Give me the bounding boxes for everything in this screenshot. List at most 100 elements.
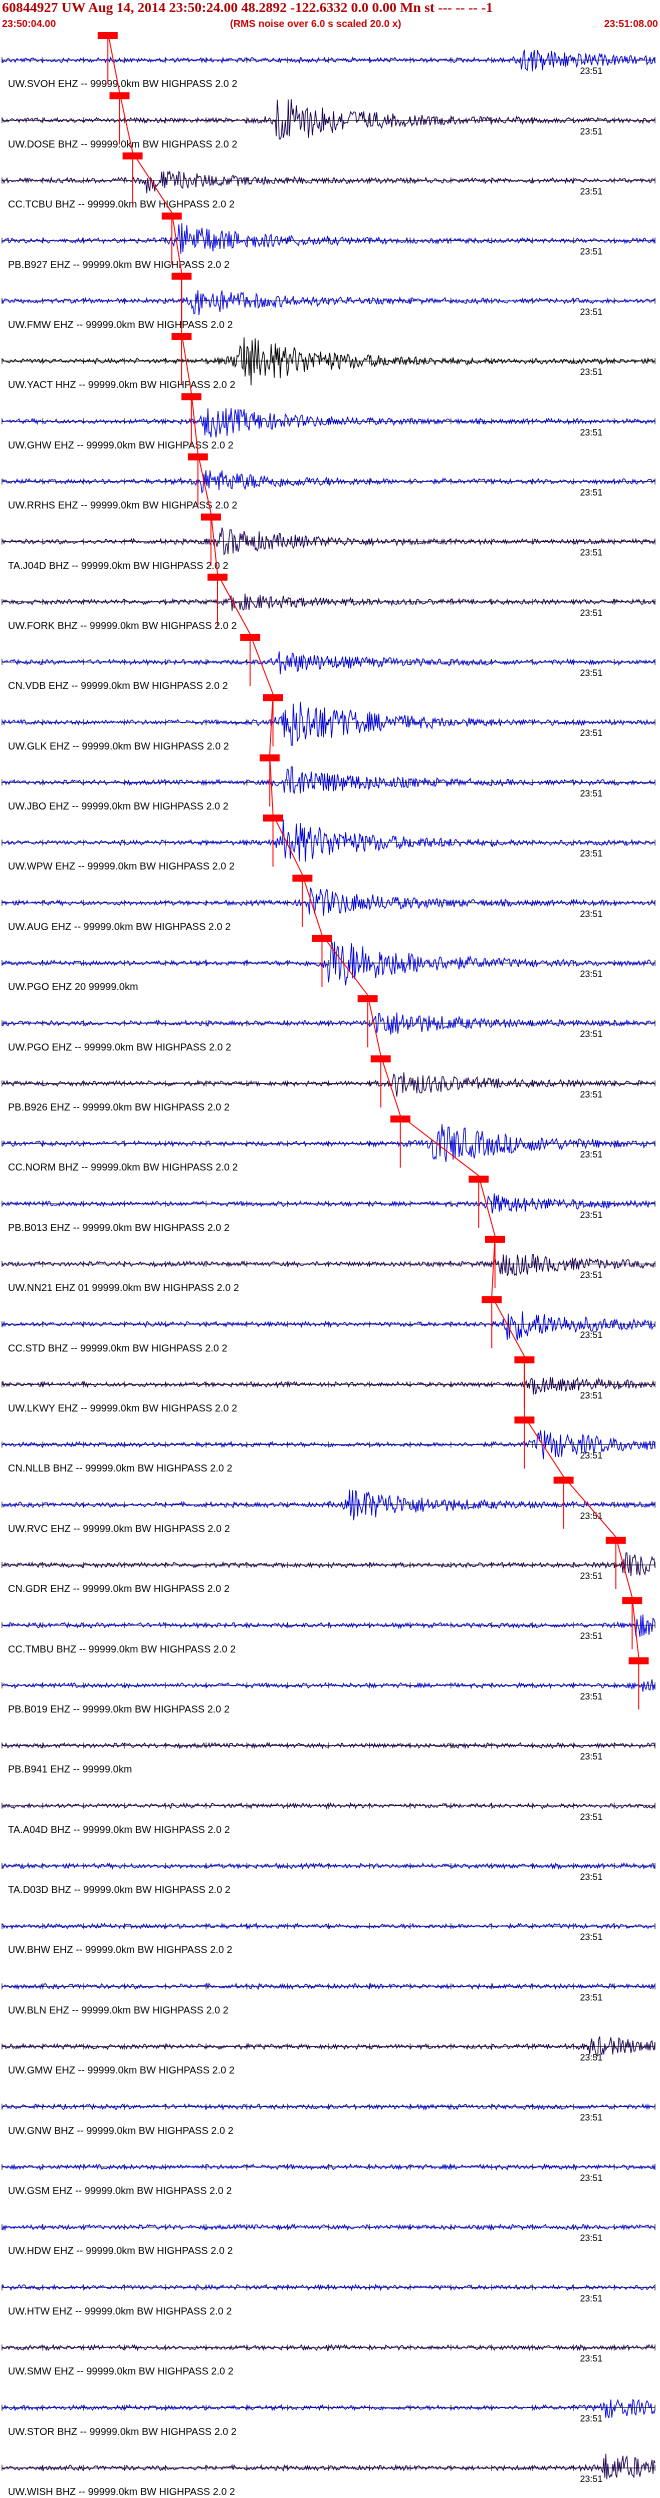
time-mark: 23:51 <box>580 2354 603 2364</box>
time-mark: 23:51 <box>580 608 603 618</box>
moveout-curve <box>107 31 640 1658</box>
waveform-trace <box>1 2283 656 2292</box>
time-mark: 23:51 <box>580 1270 603 1280</box>
station-label: TA.D03D BHZ -- 99999.0km BW HIGHPASS 2.0… <box>8 1885 231 1896</box>
waveform-trace <box>1 819 656 862</box>
time-mark: 23:51 <box>580 849 603 859</box>
waveform-trace <box>1 701 656 747</box>
waveform-trace <box>1 470 656 494</box>
waveform-trace <box>1 2036 656 2057</box>
time-mark: 23:51 <box>580 1752 603 1762</box>
waveform-trace <box>1 408 656 438</box>
time-mark: 23:51 <box>580 1691 603 1701</box>
time-mark: 23:51 <box>580 186 603 196</box>
waveform-trace <box>1 223 656 254</box>
station-label: UW.STOR BHZ -- 99999.0km BW HIGHPASS 2.0… <box>8 2427 237 2438</box>
time-mark: 23:51 <box>580 2113 603 2123</box>
station-label: UW.GLK EHZ -- 99999.0km BW HIGHPASS 2.0 … <box>8 741 229 752</box>
waveform-trace <box>1 1614 656 1637</box>
station-label: UW.GNW BHZ -- 99999.0km BW HIGHPASS 2.0 … <box>8 2126 234 2137</box>
time-mark: 23:51 <box>580 788 603 798</box>
time-mark: 23:51 <box>580 427 603 437</box>
rms-note: (RMS noise over 6.0 s scaled 20.0 x) <box>230 19 402 30</box>
time-mark: 23:51 <box>580 2474 603 2484</box>
waveform-trace <box>1 1862 656 1871</box>
station-label: CC.TCBU BHZ -- 99999.0km BW HIGHPASS 2.0… <box>8 200 235 211</box>
time-mark: 23:51 <box>580 247 603 257</box>
waveform-trace <box>1 337 656 386</box>
station-label: PB.B013 EHZ -- 99999.0km BW HIGHPASS 2.0… <box>8 1223 230 1234</box>
station-label: UW.GSM EHZ -- 99999.0km BW HIGHPASS 2.0 … <box>8 2186 232 2197</box>
waveform-trace <box>1 593 656 611</box>
station-label: UW.AUG EHZ -- 99999.0km BW HIGHPASS 2.0 … <box>8 922 231 933</box>
station-label: UW.RVC EHZ -- 99999.0km BW HIGHPASS 2.0 … <box>8 1524 230 1535</box>
time-mark: 23:51 <box>580 487 603 497</box>
time-mark: 23:51 <box>580 2414 603 2424</box>
time-mark: 23:51 <box>580 126 603 136</box>
station-label: CC.NORM BHZ -- 99999.0km BW HIGHPASS 2.0… <box>8 1163 238 1174</box>
time-mark: 23:51 <box>580 1872 603 1882</box>
station-label: TA.A04D BHZ -- 99999.0km BW HIGHPASS 2.0… <box>8 1825 230 1836</box>
station-label: UW.SVOH EHZ -- 99999.0km BW HIGHPASS 2.0… <box>8 79 238 90</box>
station-label: CN.GDR EHZ -- 99999.0km BW HIGHPASS 2.0 … <box>8 1584 230 1595</box>
station-label: UW.NN21 EHZ 01 99999.0km BW HIGHPASS 2.0… <box>8 1283 239 1294</box>
station-label: CN.NLLB BHZ -- 99999.0km BW HIGHPASS 2.0… <box>8 1464 233 1475</box>
end-time: 23:51:08.00 <box>604 19 658 30</box>
waveform-trace <box>1 1552 656 1577</box>
station-label: TA.J04D BHZ -- 99999.0km BW HIGHPASS 2.0… <box>8 561 229 572</box>
time-mark: 23:51 <box>580 1210 603 1220</box>
time-mark: 23:51 <box>580 2293 603 2303</box>
record-header: 60844927 UW Aug 14, 2014 23:50:24.00 48.… <box>0 0 660 30</box>
station-label: UW.RRHS EHZ -- 99999.0km BW HIGHPASS 2.0… <box>8 501 238 512</box>
time-mark: 23:51 <box>580 1390 603 1400</box>
waveform-trace <box>1 1489 656 1521</box>
seismogram-plot: UW.SVOH EHZ -- 99999.0km BW HIGHPASS 2.0… <box>1 31 656 2498</box>
waveform-trace <box>1 290 656 316</box>
waveform-trace <box>1 527 656 556</box>
waveform-trace <box>1 1072 656 1097</box>
waveform-trace <box>1 170 656 194</box>
time-mark: 23:51 <box>580 66 603 76</box>
time-mark: 23:51 <box>580 1992 603 2002</box>
station-label: UW.LKWY EHZ -- 99999.0km BW HIGHPASS 2.0… <box>8 1403 238 1414</box>
waveform-trace <box>1 1982 656 1991</box>
waveform-trace <box>1 1801 656 1810</box>
waveform-trace <box>1 1922 656 1930</box>
station-label: UW.DOSE BHZ -- 99999.0km BW HIGHPASS 2.0… <box>8 139 238 150</box>
time-mark: 23:51 <box>580 1089 603 1099</box>
waveform-trace <box>1 1124 656 1162</box>
station-label: PB.B927 EHZ -- 99999.0km BW HIGHPASS 2.0… <box>8 260 230 271</box>
time-mark: 23:51 <box>580 1812 603 1822</box>
station-label: UW.GHW EHZ -- 99999.0km BW HIGHPASS 2.0 … <box>8 440 234 451</box>
waveform-trace <box>1 1311 656 1341</box>
time-mark: 23:51 <box>580 1029 603 1039</box>
time-mark: 23:51 <box>580 548 603 558</box>
station-label: CN.VDB EHZ -- 99999.0km BW HIGHPASS 2.0 … <box>8 681 228 692</box>
time-mark: 23:51 <box>580 1511 603 1521</box>
station-label: UW.FMW EHZ -- 99999.0km BW HIGHPASS 2.0 … <box>8 320 233 331</box>
time-mark: 23:51 <box>580 909 603 919</box>
station-label: PB.B941 EHZ -- 99999.0km <box>8 1765 132 1776</box>
waveform-trace <box>1 1253 656 1277</box>
waveform-trace <box>1 651 656 675</box>
station-label: PB.B926 EHZ -- 99999.0km BW HIGHPASS 2.0… <box>8 1103 230 1114</box>
start-time: 23:50:04.00 <box>2 19 56 30</box>
time-mark: 23:51 <box>580 1150 603 1160</box>
waveform-trace <box>1 1376 656 1395</box>
waveform-trace <box>1 49 656 72</box>
waveform-trace <box>1 1430 656 1460</box>
station-label: UW.HDW EHZ -- 99999.0km BW HIGHPASS 2.0 … <box>8 2246 233 2257</box>
time-mark: 23:51 <box>580 2233 603 2243</box>
station-label: UW.YACT HHZ -- 99999.0km BW HIGHPASS 2.0… <box>8 380 236 391</box>
waveform-trace <box>1 766 656 795</box>
waveform-trace <box>1 1741 656 1750</box>
waveform-trace <box>1 1679 656 1692</box>
time-mark: 23:51 <box>580 1932 603 1942</box>
time-mark: 23:51 <box>580 1330 603 1340</box>
station-label: UW.HTW EHZ -- 99999.0km BW HIGHPASS 2.0 … <box>8 2306 232 2317</box>
waveform-trace <box>1 2398 656 2419</box>
station-label: UW.WISH BHZ -- 99999.0km BW HIGHPASS 2.0… <box>8 2487 236 2498</box>
time-mark: 23:51 <box>580 668 603 678</box>
time-mark: 23:51 <box>580 1631 603 1641</box>
station-label: UW.BHW EHZ -- 99999.0km BW HIGHPASS 2.0 … <box>8 1945 233 1956</box>
